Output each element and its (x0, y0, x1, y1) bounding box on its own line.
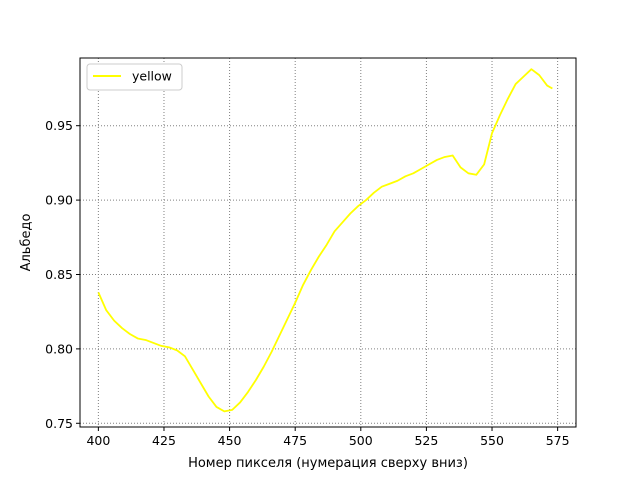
plot-area-frame (79, 57, 577, 428)
legend-box (86, 63, 183, 91)
y-tick-label: 0.85 (45, 267, 73, 282)
y-tick-label: 0.75 (45, 416, 73, 431)
x-tick-label: 575 (546, 433, 570, 448)
y-tick-label: 0.80 (45, 341, 73, 356)
x-tick-label: 400 (86, 433, 110, 448)
x-tick-label: 525 (414, 433, 438, 448)
legend-label-yellow: yellow (132, 69, 172, 84)
y-axis-label: Альбедо (19, 214, 34, 272)
x-axis-label: Номер пикселя (нумерация сверху вниз) (188, 456, 468, 471)
series-line-yellow (97, 68, 553, 413)
y-tick-label: 0.90 (45, 193, 73, 208)
y-axis-ticks: 0.75 0.80 0.85 0.90 0.95 (45, 118, 80, 431)
y-tick-label: 0.95 (45, 118, 73, 133)
legend: yellow (86, 63, 183, 91)
x-tick-label: 450 (218, 433, 242, 448)
x-tick-label: 425 (152, 433, 176, 448)
x-axis-ticks: 400 425 450 475 500 525 550 575 (86, 427, 570, 448)
series-layer (97, 68, 553, 413)
x-tick-label: 475 (283, 433, 307, 448)
x-tick-label: 550 (480, 433, 504, 448)
x-tick-label: 500 (349, 433, 373, 448)
